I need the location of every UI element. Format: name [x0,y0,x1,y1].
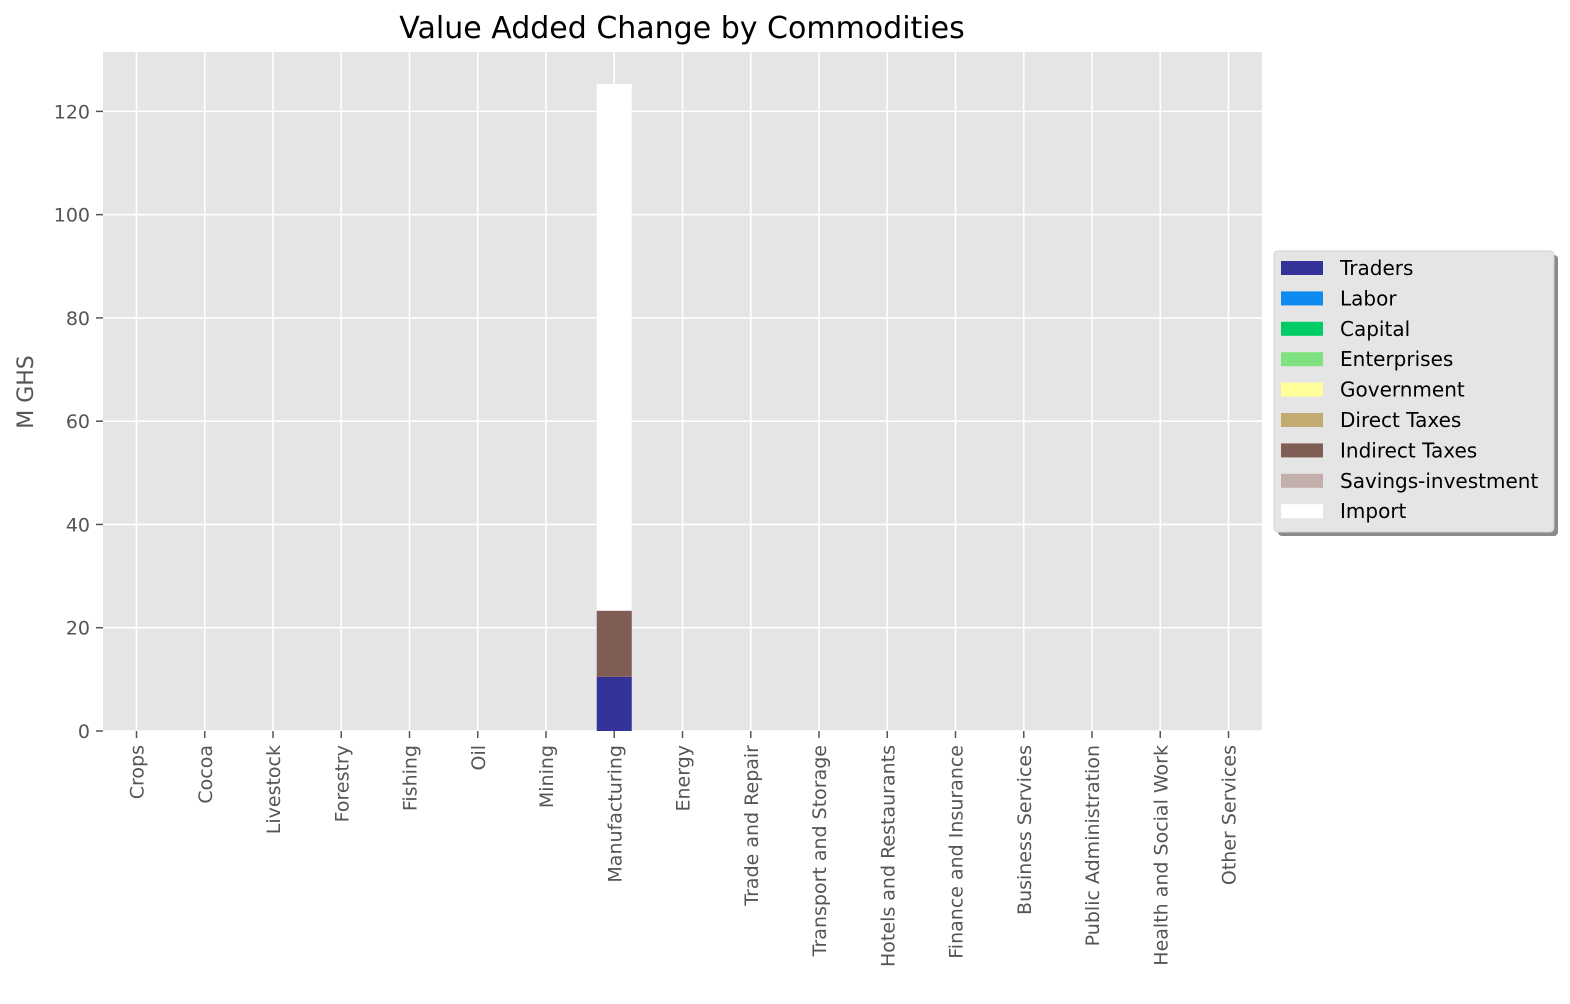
x-tick-label: Health and Social Work [1150,745,1172,966]
legend-label-import: Import [1340,499,1407,523]
x-tick-label: Fishing [400,745,422,811]
bar-indirect-taxes-manufacturing [596,610,632,677]
bar-traders-manufacturing [596,676,632,731]
x-tick-label: Cocoa [195,745,217,804]
legend-label-traders: Traders [1339,256,1413,280]
legend-label-capital: Capital [1340,317,1410,341]
x-axis: Crops Cocoa Livestock Forestry Fishing Oil Min… [127,731,1241,967]
legend-label-direct-taxes: Direct Taxes [1340,408,1461,432]
bars [596,84,632,731]
legend-frame [1273,250,1555,533]
legend-swatch-direct-taxes [1281,413,1323,427]
x-tick-label: Hotels and Restaurants [877,745,899,967]
legend-swatch-indirect-taxes [1281,443,1323,458]
legend-label-enterprises: Enterprises [1340,347,1453,371]
y-tick-label: 0 [78,721,90,743]
x-tick-label: Transport and Storage [809,745,831,957]
x-tick-label: Trade and Repair [741,745,763,907]
legend-swatch-savings-investment [1281,473,1323,488]
x-tick-label: Forestry [331,745,353,822]
legend-label-indirect-taxes: Indirect Taxes [1340,438,1477,462]
x-tick-label: Finance and Insurance [946,745,968,959]
legend-swatch-enterprises [1281,352,1323,367]
legend-swatch-capital [1281,321,1323,336]
legend-label-government: Government [1340,378,1465,402]
bar-import-manufacturing [596,84,632,611]
legend-label-labor: Labor [1340,286,1397,310]
legend: Traders Labor Capital Enterprises Government… [1273,250,1558,536]
y-tick-label: 20 [66,618,90,640]
legend-label-savings-investment: Savings-investment [1340,469,1538,493]
x-tick-label: Energy [673,745,695,812]
x-tick-label: Oil [468,745,490,771]
y-axis-title: M GHS [14,355,39,429]
y-tick-label: 120 [54,101,90,123]
legend-swatch-government [1281,382,1323,397]
legend-swatch-import [1281,504,1323,519]
y-axis: 0 20 40 60 80 100 120 [54,101,103,743]
x-tick-label: Public Administration [1082,745,1104,946]
x-tick-label: Other Services [1219,745,1241,885]
x-tick-label: Crops [127,745,149,799]
y-tick-label: 100 [54,205,90,227]
chart-title: Value Added Change by Commodities [399,11,964,46]
x-tick-label: Business Services [1014,745,1036,915]
x-tick-label: Livestock [263,745,285,834]
y-tick-label: 60 [66,411,90,433]
x-tick-label: Mining [536,745,558,808]
legend-swatch-traders [1281,261,1323,275]
y-tick-label: 40 [66,514,90,536]
legend-swatch-labor [1281,291,1323,306]
y-tick-label: 80 [66,308,90,330]
x-tick-label: Manufacturing [604,745,626,883]
